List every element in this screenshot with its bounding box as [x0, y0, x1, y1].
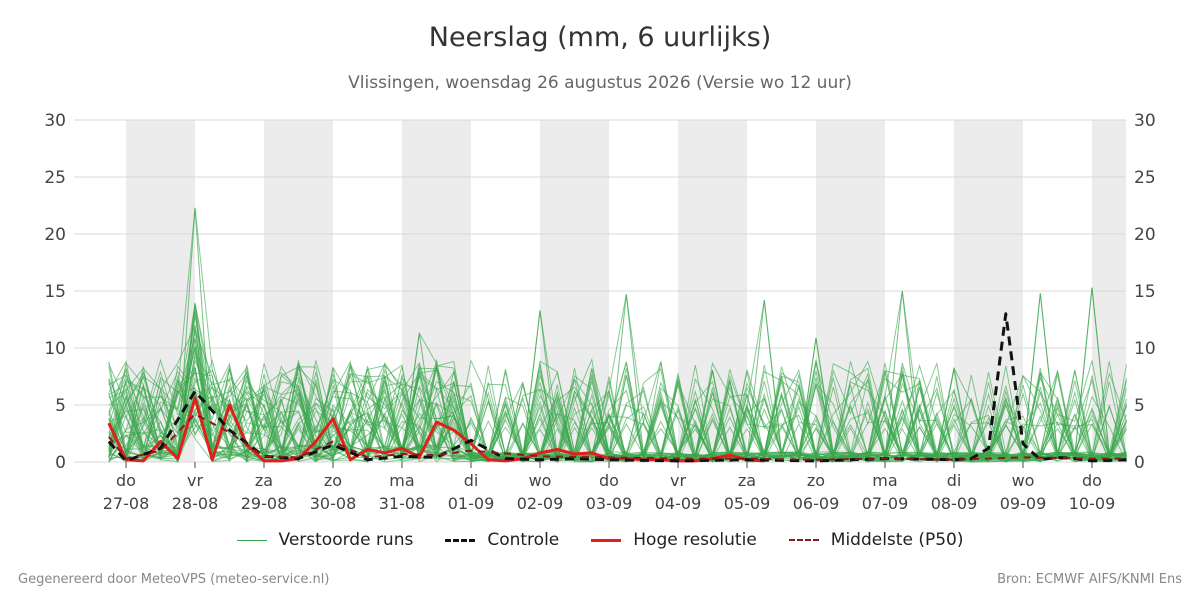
ensemble-peak-line: [884, 290, 920, 458]
ensemble-member-line: [108, 359, 1127, 464]
x-tick-label-date: 03-09: [586, 494, 633, 513]
x-tick-label-day: za: [255, 471, 273, 490]
ensemble-member-line: [108, 207, 1127, 463]
x-tick-label-day: do: [599, 471, 619, 490]
x-tick-label-day: za: [738, 471, 756, 490]
x-tick-label-date: 10-09: [1069, 494, 1116, 513]
x-tick-label-date: 01-09: [448, 494, 495, 513]
x-tick-label-date: 28-08: [172, 494, 219, 513]
x-tick-label-date: 02-09: [517, 494, 564, 513]
legend-item-control: Controle: [445, 530, 559, 550]
ensemble-peak-line: [401, 333, 437, 458]
footer-source: Bron: ECMWF AIFS/KNMI Ens: [997, 572, 1182, 587]
legend-swatch-hires: [591, 538, 622, 542]
y-tick-label-right: 20: [1134, 225, 1156, 245]
x-tick-label-day: zo: [324, 471, 342, 490]
x-tick-label-date: 31-08: [379, 494, 426, 513]
y-tick-label-right: 5: [1134, 396, 1145, 416]
y-tick-label-left: 25: [44, 168, 66, 188]
x-tick-label-day: di: [947, 471, 962, 490]
ensemble-peak-line: [1074, 287, 1110, 458]
ensemble-member-line: [108, 294, 1127, 463]
x-tick-label-date: 07-09: [862, 494, 909, 513]
y-tick-label-right: 15: [1134, 282, 1156, 302]
legend-label-control: Controle: [487, 530, 560, 550]
y-tick-label-right: 0: [1134, 453, 1145, 473]
x-tick-label-date: 30-08: [310, 494, 357, 513]
legend-label-ensemble: Verstoorde runs: [278, 530, 414, 550]
ensemble-peak-line: [522, 310, 558, 458]
y-tick-label-left: 5: [55, 396, 66, 416]
x-tick-label-day: vr: [670, 471, 686, 490]
y-tick-label-left: 30: [44, 111, 66, 131]
y-tick-label-right: 10: [1134, 339, 1156, 359]
y-tick-label-left: 0: [55, 453, 66, 473]
y-tick-label-right: 30: [1134, 111, 1156, 131]
legend-item-ensemble: Verstoorde runs: [236, 530, 414, 550]
ensemble-peak-line: [608, 294, 644, 458]
x-tick-label-day: do: [1082, 471, 1102, 490]
x-tick-label-date: 29-08: [241, 494, 288, 513]
x-tick-label-day: wo: [1012, 471, 1035, 490]
ensemble-peak-line: [798, 337, 834, 458]
ensemble-member-line: [108, 310, 1127, 463]
legend-swatch-control: [445, 538, 476, 542]
legend-label-hires: Hoge resolutie: [633, 530, 757, 550]
chart-subtitle: Vlissingen, woensdag 26 augustus 2026 (V…: [348, 73, 852, 93]
y-tick-label-left: 20: [44, 225, 66, 245]
x-tick-label-date: 06-09: [793, 494, 840, 513]
x-tick-label-day: zo: [807, 471, 825, 490]
x-tick-label-day: do: [116, 471, 136, 490]
x-tick-label-date: 04-09: [655, 494, 702, 513]
x-tick-label-day: ma: [389, 471, 414, 490]
x-tick-label-day: wo: [529, 471, 552, 490]
footer-generated-by: Gegenereerd door MeteoVPS (meteo-service…: [18, 572, 330, 587]
x-tick-label-day: ma: [872, 471, 897, 490]
legend-swatch-ensemble: [236, 539, 267, 541]
ensemble-peak-line: [1022, 293, 1058, 458]
x-tick-label-day: di: [464, 471, 479, 490]
legend-item-hires: Hoge resolutie: [591, 530, 757, 550]
x-tick-label-date: 08-09: [931, 494, 978, 513]
series-line-middelste-p50: [108, 413, 1127, 461]
x-tick-label-date: 05-09: [724, 494, 771, 513]
y-tick-label-left: 15: [44, 282, 66, 302]
y-tick-label-right: 25: [1134, 168, 1156, 188]
legend-swatch-median: [788, 539, 819, 541]
ensemble-member-line: [108, 361, 1127, 463]
x-tick-label-date: 09-09: [1000, 494, 1047, 513]
ensemble-peak-line: [177, 207, 213, 458]
y-tick-label-left: 10: [44, 339, 66, 359]
legend-item-median: Middelste (P50): [788, 530, 964, 550]
legend-label-median: Middelste (P50): [830, 530, 964, 550]
x-tick-label-date: 27-08: [103, 494, 150, 513]
ensemble-member-line: [108, 361, 1127, 463]
x-tick-label-day: vr: [187, 471, 203, 490]
chart-title: Neerslag (mm, 6 uurlijks): [428, 22, 772, 53]
ensemble-peak-line: [746, 300, 782, 458]
chart-legend: Verstoorde runs Controle Hoge resolutie …: [0, 530, 1200, 550]
